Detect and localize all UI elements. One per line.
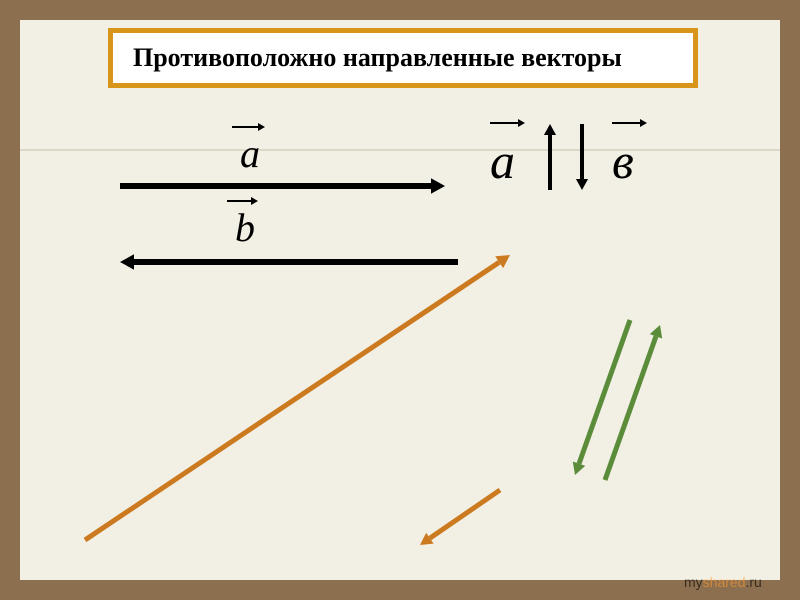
watermark-ru: .ru [745, 574, 761, 590]
overline-arrow-b [251, 197, 258, 205]
vector-label-b: b [235, 204, 255, 251]
overline-arrow-v [640, 119, 647, 127]
overline-v [612, 122, 642, 124]
watermark-my: my [684, 574, 703, 590]
overline-b [227, 200, 253, 202]
title-text: Противоположно направленные векторы [133, 43, 673, 73]
overline-a2 [490, 122, 520, 124]
watermark-shared: shared [703, 574, 746, 590]
overline-arrow-a [258, 123, 265, 131]
watermark: myshared.ru [684, 574, 762, 590]
notation-label-a: а [490, 132, 515, 190]
vector-canvas [0, 0, 800, 600]
overline-a [232, 126, 260, 128]
vector-label-a: a [240, 130, 260, 177]
inner-bg [20, 20, 780, 580]
title-box: Противоположно направленные векторы [108, 28, 698, 88]
notation-label-v: в [612, 132, 634, 190]
overline-arrow-a2 [518, 119, 525, 127]
slide: Противоположно направленные векторы a b … [0, 0, 800, 600]
